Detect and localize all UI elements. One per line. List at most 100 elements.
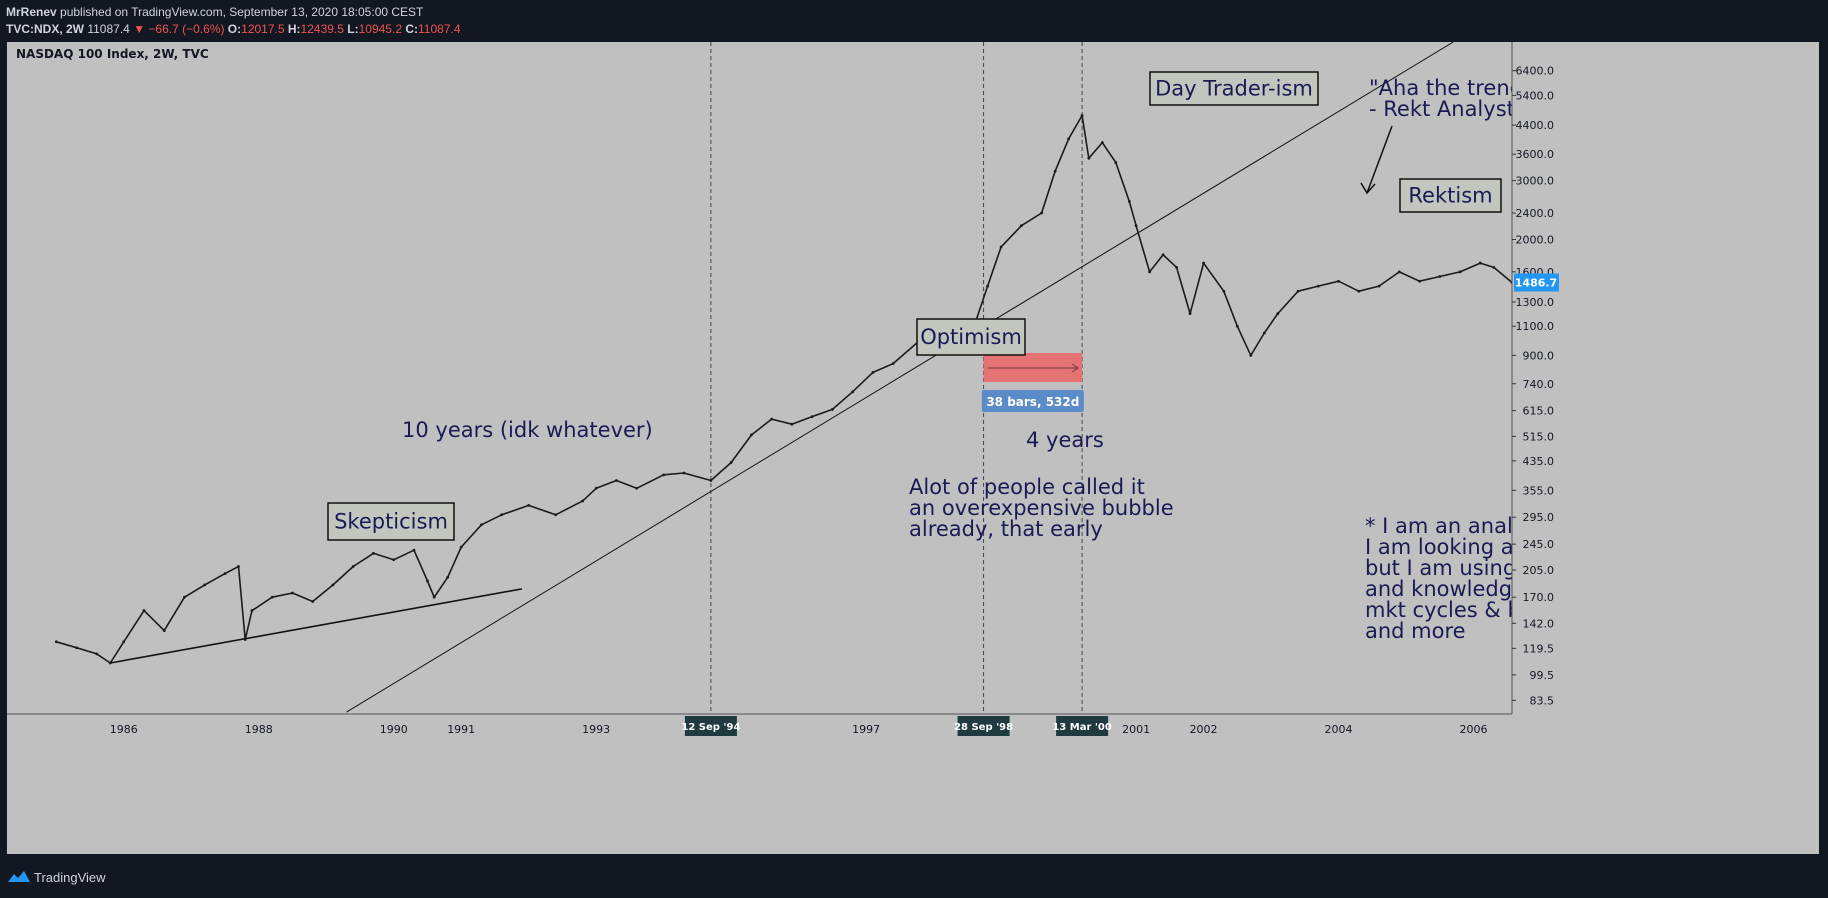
brand-name[interactable]: TradingView xyxy=(34,870,106,885)
y-tick-label: 170.0 xyxy=(1523,591,1555,604)
price-point xyxy=(999,245,1003,249)
measure-label-bg xyxy=(981,390,1084,412)
price-point xyxy=(122,640,126,644)
price-point xyxy=(480,523,483,527)
date-marker-label: 12 Sep '94 xyxy=(681,722,740,733)
price-point xyxy=(108,661,112,665)
price-point xyxy=(527,503,531,507)
price-point xyxy=(500,513,504,517)
measure-label: 38 bars, 532d xyxy=(986,395,1079,409)
price-point xyxy=(682,471,686,475)
y-tick-label: 142.0 xyxy=(1523,617,1555,630)
y-tick-label: 83.5 xyxy=(1530,694,1555,707)
high-label: H: xyxy=(287,22,301,36)
price-point xyxy=(142,609,146,612)
price-point xyxy=(770,417,774,421)
price-point xyxy=(243,638,247,641)
tradingview-logo-icon[interactable] xyxy=(8,870,30,884)
date-marker-badge xyxy=(957,716,1010,736)
price-point xyxy=(1087,156,1091,160)
high-value: 12439.5 xyxy=(300,22,344,36)
price-point xyxy=(291,591,294,595)
label-optimism: Optimism xyxy=(920,325,1022,349)
price-point xyxy=(790,422,794,426)
price-point xyxy=(1080,114,1084,117)
current-price-label: 1486.7 xyxy=(1515,277,1557,290)
y-tick-label: 119.5 xyxy=(1523,642,1555,655)
price-point xyxy=(1148,270,1151,274)
x-tick-label: 1991 xyxy=(447,723,475,736)
text-10-years: 10 years (idk whatever) xyxy=(402,418,653,442)
y-tick-label: 515.0 xyxy=(1523,430,1555,443)
text-footnote-line: and more xyxy=(1365,619,1466,643)
price-point xyxy=(830,408,834,411)
price-point xyxy=(1458,270,1462,274)
x-tick-label: 1988 xyxy=(245,723,273,736)
price-point xyxy=(1316,284,1320,288)
date-marker-badge xyxy=(1056,716,1109,736)
price-point xyxy=(1418,279,1421,283)
price-point xyxy=(392,558,396,562)
price-point xyxy=(729,461,733,464)
price-point xyxy=(372,551,375,555)
price-point xyxy=(351,565,355,568)
text-aha-line: - Rekt Analysts* xyxy=(1369,97,1536,121)
y-tick-label: 295.0 xyxy=(1523,511,1555,524)
price-point xyxy=(891,362,895,366)
price-scale-bg xyxy=(1512,42,1819,854)
price-point xyxy=(95,652,99,656)
close-label: C: xyxy=(405,22,419,36)
price-point xyxy=(270,595,274,599)
quote-arrow-line xyxy=(1366,125,1393,194)
y-tick-label: 4400.0 xyxy=(1516,119,1555,132)
price-point xyxy=(709,479,713,482)
trendline-lower[interactable] xyxy=(110,588,523,664)
price-point xyxy=(446,575,450,579)
chart-svg[interactable]: 38 bars, 532d Skepticism Optimism Day Trade… xyxy=(7,41,1819,854)
chart-area[interactable]: 38 bars, 532d Skepticism Optimism Day Trade… xyxy=(7,41,1819,854)
y-tick-label: 2400.0 xyxy=(1516,207,1555,220)
x-tick-label: 2006 xyxy=(1460,723,1488,736)
y-tick-label: 5400.0 xyxy=(1516,89,1555,102)
footer-bar: TradingView xyxy=(0,856,1828,898)
trendline-main[interactable] xyxy=(346,41,1454,713)
price-point xyxy=(162,629,166,633)
x-tick-label: 2004 xyxy=(1325,723,1353,736)
price-point xyxy=(75,646,78,650)
author-name[interactable]: MrRenev xyxy=(6,5,57,19)
price-point xyxy=(1114,161,1118,164)
open-label: O: xyxy=(227,22,242,36)
price-point xyxy=(432,595,436,599)
open-value: 12017.5 xyxy=(241,22,285,36)
price-point xyxy=(1276,312,1280,316)
y-tick-label: 2000.0 xyxy=(1516,233,1555,246)
y-tick-label: 205.0 xyxy=(1523,564,1555,577)
y-tick-label: 6400.0 xyxy=(1516,65,1555,78)
price-point xyxy=(1067,137,1070,141)
label-optimism-box xyxy=(916,318,1026,356)
y-tick-label: 740.0 xyxy=(1523,378,1555,391)
top-bar: MrRenev published on TradingView.com, Se… xyxy=(0,0,1828,42)
text-alot-line: an overexpensive bubble xyxy=(909,496,1174,520)
measure-arrow-icon xyxy=(1071,363,1080,373)
close-value: 11087.4 xyxy=(418,22,461,36)
price-point xyxy=(1019,224,1023,228)
price-point xyxy=(426,579,429,583)
y-tick-label: 3600.0 xyxy=(1516,148,1555,161)
label-skepticism-box xyxy=(327,502,455,541)
text-alot-line: Alot of people called it xyxy=(909,475,1145,499)
date-marker-label: 28 Sep '98 xyxy=(954,722,1013,733)
price-point xyxy=(1202,261,1205,265)
published-text: published on TradingView.com, September … xyxy=(60,5,424,19)
price-point xyxy=(459,545,463,549)
price-point xyxy=(203,583,207,587)
price-point xyxy=(594,486,598,490)
price-point xyxy=(1337,279,1340,283)
price-point xyxy=(1478,261,1482,265)
price-point xyxy=(1188,312,1192,316)
y-tick-label: 615.0 xyxy=(1523,405,1555,418)
price-point xyxy=(662,473,666,477)
price-point xyxy=(871,371,875,374)
quote-arrow-icon xyxy=(1360,182,1376,195)
price-point xyxy=(1175,265,1178,269)
